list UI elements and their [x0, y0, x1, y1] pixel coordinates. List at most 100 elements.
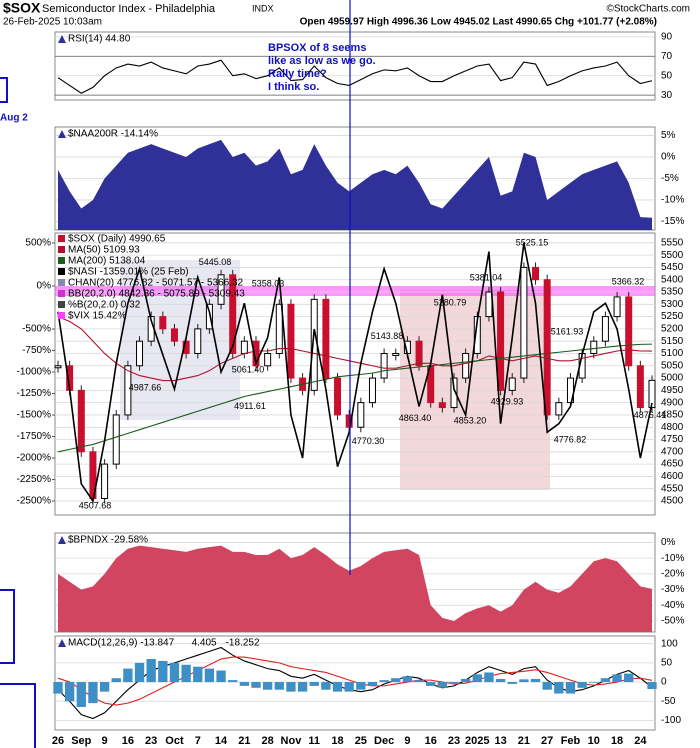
x-tick-label: Oct — [165, 735, 184, 747]
point-label: 4770.30 — [352, 436, 385, 446]
histogram-bar — [577, 682, 587, 688]
y2-tick-label: -750% — [22, 345, 51, 356]
histogram-bar — [228, 680, 238, 683]
legend-swatch — [58, 35, 66, 43]
legend-swatch — [58, 301, 65, 308]
y-tick-label: -20% — [661, 568, 684, 579]
y-tick-label: 4950 — [661, 385, 684, 396]
credit: ©StockCharts.com — [606, 4, 690, 15]
legend-swatch — [58, 268, 65, 275]
point-label: 5161.93 — [551, 327, 584, 337]
legend-swatch — [58, 130, 66, 138]
x-tick-label: Sep — [71, 735, 91, 747]
y-tick-label: 50 — [661, 70, 673, 81]
x-tick-label: 25 — [355, 735, 367, 747]
y-tick-label: 5250 — [661, 311, 684, 322]
y-tick-label: 5200 — [661, 324, 684, 335]
y-tick-label: 90 — [661, 31, 673, 42]
histogram-bar — [99, 682, 110, 692]
histogram-bar — [484, 672, 494, 683]
candle — [322, 298, 330, 379]
legend-swatch — [58, 235, 65, 242]
legend-label: 4.405 — [192, 638, 217, 649]
y-tick-label: 0 — [661, 677, 667, 688]
y2-tick-label: -1500% — [17, 410, 52, 421]
candle — [648, 379, 656, 409]
candle — [240, 340, 248, 354]
y-tick-label: 5350 — [661, 287, 684, 298]
y-tick-label: 4900 — [661, 397, 684, 408]
drawn-box — [0, 77, 8, 103]
x-tick-label: 21 — [238, 735, 250, 747]
legend-swatch — [58, 257, 65, 264]
legend-swatch — [58, 290, 65, 297]
y-tick-label: 4650 — [661, 459, 684, 470]
histogram-bar — [111, 678, 121, 683]
macd-panel — [54, 635, 656, 731]
histogram-bar — [193, 666, 203, 683]
quote: Open 4959.97 High 4996.36 Low 4945.02 La… — [300, 17, 657, 28]
histogram-bar — [542, 682, 552, 690]
y-tick-label: 5300 — [661, 299, 684, 310]
legend-label: -18.252 — [226, 638, 260, 649]
x-tick-label: 18 — [331, 735, 343, 747]
y-tick-label: -50% — [661, 616, 684, 627]
histogram-bar — [216, 670, 226, 683]
y-tick-label: 5100 — [661, 348, 684, 359]
exchange: INDX — [252, 3, 274, 13]
x-tick-label: 14 — [215, 735, 228, 747]
y2-tick-label: -2000% — [17, 453, 52, 464]
histogram-bar — [600, 678, 611, 683]
annotation: like as low as we go. — [268, 55, 376, 67]
histogram-bar — [356, 682, 366, 690]
candle — [613, 296, 621, 318]
histogram-bar — [251, 682, 261, 688]
line — [57, 59, 653, 94]
y-tick-label: 0% — [661, 152, 676, 163]
annotation: Rally time? — [268, 68, 327, 80]
x-tick-label: 9 — [404, 735, 410, 747]
histogram-bar — [495, 678, 506, 683]
legend-swatch — [58, 639, 66, 647]
point-label: 5381.04 — [470, 273, 503, 283]
histogram-bar — [274, 682, 284, 690]
point-label: 5061.40 — [232, 364, 265, 374]
histogram-bar — [519, 679, 529, 683]
candle — [136, 340, 144, 367]
candle — [380, 352, 388, 379]
candle — [555, 402, 563, 416]
histogram-bar — [624, 673, 634, 683]
legend-label: MA(200) 5138.04 — [68, 256, 146, 267]
histogram-bar — [472, 674, 482, 683]
x-tick-label: 16 — [122, 735, 134, 747]
x-tick-label: 21 — [518, 735, 530, 747]
point-label: 4863.40 — [399, 413, 432, 423]
y-tick-label: 4800 — [661, 422, 684, 433]
x-tick-label: 28 — [262, 735, 274, 747]
legend-label: $VIX 15.42% — [68, 311, 126, 322]
legend-label: $NASI -1359.01% (25 Feb) — [68, 267, 189, 278]
rsi-panel — [54, 31, 656, 101]
candle — [590, 340, 598, 354]
y-tick-label: 5% — [661, 130, 676, 141]
candle — [217, 274, 225, 305]
histogram-bar — [565, 682, 576, 694]
line — [57, 242, 653, 504]
histogram-bar — [181, 664, 191, 683]
candle — [543, 279, 551, 416]
x-tick-label: 11 — [308, 735, 320, 747]
histogram-bar — [76, 682, 86, 707]
x-tick-label: 24 — [634, 735, 647, 747]
candle — [229, 274, 237, 354]
line — [57, 646, 653, 720]
x-tick-label: 10 — [588, 735, 600, 747]
point-label: 4876.41 — [634, 410, 667, 420]
y-tick-label: 4600 — [661, 471, 684, 482]
histogram-bar — [332, 682, 343, 692]
legend-swatch — [58, 312, 65, 319]
y-tick-label: 5400 — [661, 274, 684, 285]
point-label: 5358.03 — [252, 278, 285, 288]
histogram-bar — [589, 682, 599, 683]
candle — [170, 328, 178, 342]
